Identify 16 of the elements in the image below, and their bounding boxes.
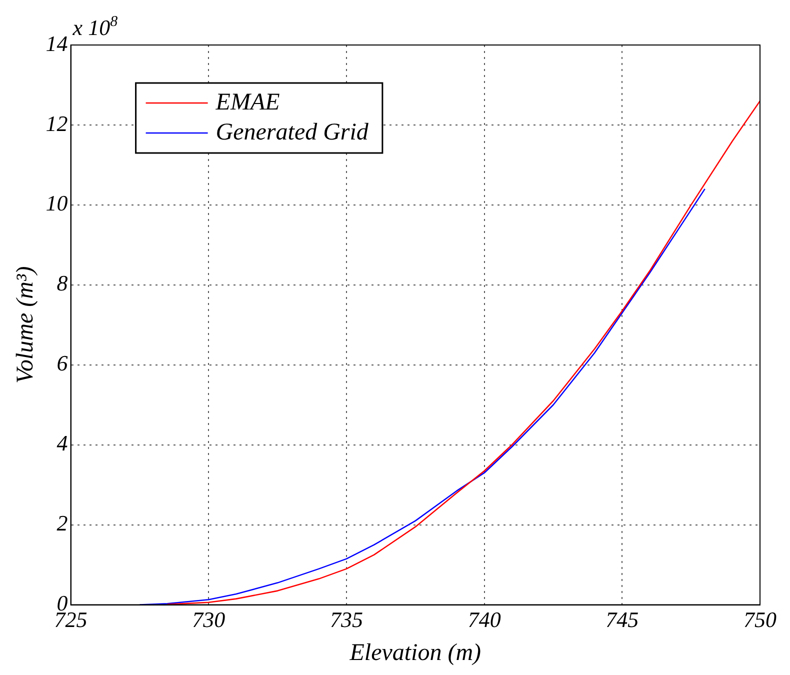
x-tick-label: 735 (330, 606, 363, 632)
x-tick-label: 740 (468, 606, 501, 632)
legend-label: EMAE (214, 89, 280, 116)
legend-label: Generated Grid (216, 119, 370, 146)
y-tick-label: 6 (56, 350, 68, 376)
y-tick-label: 12 (46, 110, 68, 136)
y-tick-label: 10 (46, 190, 68, 216)
y-tick-label: 4 (56, 430, 68, 456)
x-tick-label: 750 (744, 606, 776, 632)
y-tick-label: 8 (56, 270, 68, 296)
x-tick-label: 745 (606, 606, 639, 632)
y-tick-label: 14 (46, 30, 68, 56)
x-tick-label: 730 (192, 606, 226, 632)
x-axis-title: Elevation (m) (348, 640, 482, 666)
y-axis-title: Volume (m³) (12, 266, 39, 384)
y-tick-label: 2 (56, 510, 68, 536)
